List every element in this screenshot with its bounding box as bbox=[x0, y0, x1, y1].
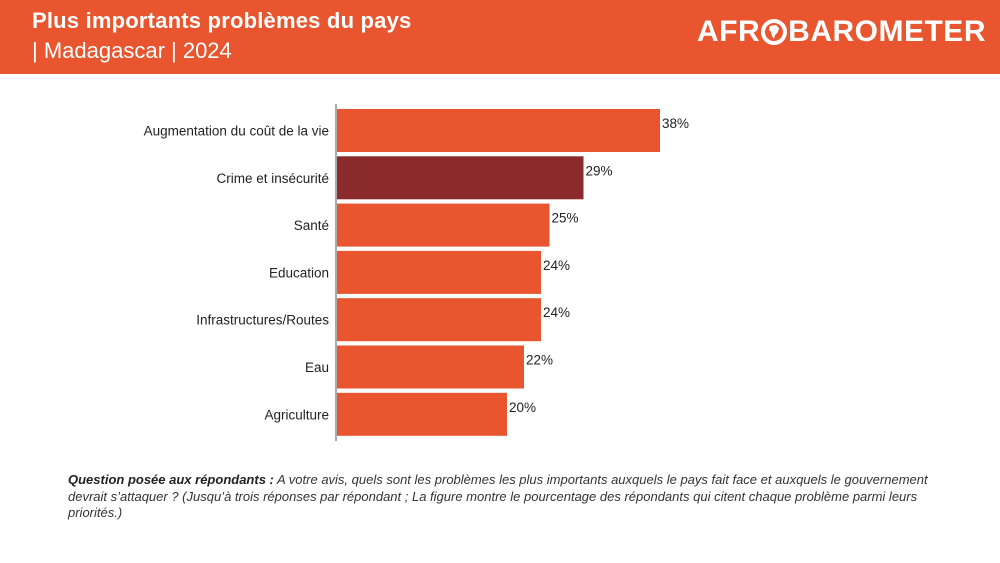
bar bbox=[337, 345, 524, 389]
bar bbox=[337, 392, 507, 436]
category-label: Education bbox=[269, 265, 329, 280]
logo-text-left: AFR bbox=[697, 15, 761, 48]
category-label: Eau bbox=[305, 360, 329, 375]
logo-text-right: BAROMETER bbox=[788, 15, 986, 48]
bar bbox=[337, 203, 550, 247]
category-label: Crime et insécurité bbox=[216, 171, 329, 186]
afrobarometer-logo: AFR BAROMETER bbox=[697, 14, 986, 50]
question-text: A votre avis, quels sont les problèmes l… bbox=[68, 472, 928, 520]
bar bbox=[337, 298, 541, 342]
africa-globe-icon bbox=[761, 19, 788, 45]
value-label: 24% bbox=[543, 305, 570, 320]
category-label: Augmentation du coût de la vie bbox=[144, 124, 329, 139]
value-label: 29% bbox=[586, 163, 613, 178]
bar bbox=[337, 250, 541, 294]
category-label: Infrastructures/Routes bbox=[196, 313, 329, 328]
value-label: 24% bbox=[543, 258, 570, 273]
bar bbox=[337, 156, 584, 200]
page-title: Plus importants problèmes du pays bbox=[32, 8, 412, 33]
header-banner: Plus importants problèmes du pays | Mada… bbox=[0, 0, 1000, 74]
category-label: Agriculture bbox=[264, 407, 329, 422]
bar bbox=[337, 109, 660, 152]
page-subtitle: | Madagascar | 2024 bbox=[32, 38, 232, 63]
value-label: 25% bbox=[552, 211, 579, 226]
question-label: Question posée aux répondants : bbox=[68, 472, 274, 487]
category-label: Santé bbox=[294, 218, 329, 233]
value-label: 22% bbox=[526, 353, 553, 368]
value-label: 38% bbox=[662, 116, 689, 131]
value-label: 20% bbox=[509, 400, 536, 415]
question-footnote: Question posée aux répondants : A votre … bbox=[68, 472, 938, 522]
bar-chart: Augmentation du coût de la vie 38% Crime e… bbox=[144, 104, 689, 441]
